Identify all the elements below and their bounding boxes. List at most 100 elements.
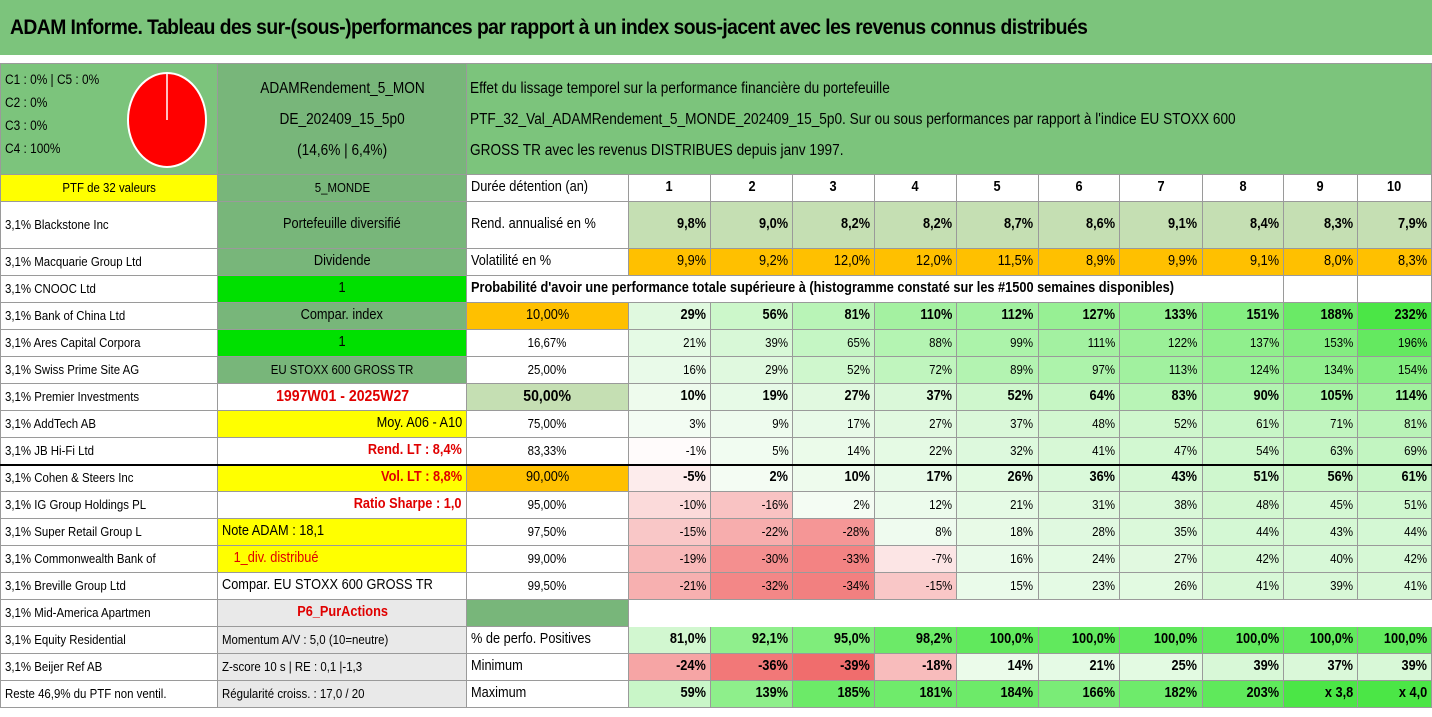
quantile-value: 27% [792,383,875,411]
quantile-value: 232% [1356,302,1432,330]
strategy-type: Dividende [217,248,467,276]
quantile-label: 97,50% [465,518,629,546]
quantile-value-text: 15% [1010,577,1034,593]
holding-row-text: 3,1% IG Group Holdings PL [5,496,147,512]
quantile-value-text: 43% [1171,469,1198,486]
quantile-value-text: 56% [762,307,789,324]
quantile-value-text: 3% [689,415,707,431]
quantile-value: 39% [1283,572,1358,600]
quantile-label: 16,67% [465,329,629,357]
quantile-value: 2% [792,491,875,519]
maximum-value-text: 139% [755,685,789,702]
quantile-label: 83,33% [465,437,629,465]
quantile-label-text: 99,00% [527,550,567,566]
holding-row: 3,1% CNOOC Ltd [0,275,219,303]
portfolio-size: PTF de 32 valeurs [0,174,219,202]
quantile-value: 16% [956,545,1039,573]
quantile-value: -34% [792,572,875,600]
vol-value-text: 12,0% [833,253,870,270]
info-cell: Ratio Sharpe : 1,0 [217,491,467,519]
quantile-value: 69% [1356,437,1432,465]
quantile-value-text: 44% [1256,523,1280,539]
quantile-value: 90% [1201,383,1285,411]
minimum-value: 39% [1201,653,1285,681]
quantile-label-text: 99,50% [527,577,567,593]
quantile-value-text: 64% [1089,388,1116,405]
quantile-value-text: -34% [842,577,870,593]
quantile-value-text: 154% [1397,361,1427,377]
quantile-value: 124% [1201,356,1285,384]
quantile-value-text: -16% [761,496,789,512]
rend-value: 9,1% [1119,201,1203,249]
vol-value: 8,0% [1283,248,1358,276]
info-cell: 1 [217,329,467,357]
quantile-value-text: 90% [1253,388,1280,405]
year-header: 5 [956,174,1039,202]
quantile-value: 12% [873,491,958,519]
quantile-value: 64% [1037,383,1121,411]
vol-value: 12,0% [792,248,875,276]
positive-value-text: 100,0% [1309,631,1353,648]
quantile-value-text: 48% [1092,415,1116,431]
quantile-value-text: 10% [680,388,707,405]
quantile-label-text: 75,00% [527,415,567,431]
quantile-value-text: 61% [1256,415,1280,431]
maximum-value: x 3,8 [1283,680,1358,708]
strategy-type-text: Dividende [313,253,371,270]
rend-value: 9,0% [710,201,794,249]
rend-value-text: 8,7% [1004,216,1034,233]
quantile-value: -15% [627,518,712,546]
year-header: 6 [1037,174,1121,202]
year-header-text: 6 [1075,179,1083,196]
vol-value: 8,3% [1356,248,1432,276]
year-header: 7 [1119,174,1203,202]
quantile-value: 65% [792,329,875,357]
quantile-value-text: 51% [1253,469,1280,486]
minimum-value: 14% [956,653,1039,681]
maximum-value: 181% [873,680,958,708]
indicator-cell: Z-score 10 s | RE : 0,1 |-1,3 [217,653,467,681]
info-cell-text: Rend. LT : 8,4% [367,441,462,458]
portfolio-name: ADAMRendement_5_MON DE_202409_15_5p0 (14,6… [217,63,467,175]
quantile-value-text: 17% [846,415,870,431]
info-cell: EU STOXX 600 GROSS TR [217,356,467,384]
quantile-value: 37% [956,410,1039,438]
quantile-label: 50,00% [465,383,629,411]
quantile-value-text: 22% [929,442,953,458]
quantile-value: 23% [1037,572,1121,600]
quantile-value: 48% [1037,410,1121,438]
maximum-value: 166% [1037,680,1121,708]
quantile-value: 45% [1283,491,1358,519]
holding-row-text: 3,1% Commonwealth Bank of [5,550,156,566]
quantile-value-text: 63% [1330,442,1353,458]
positive-value: 100,0% [1119,626,1203,654]
year-header-text: 2 [748,179,756,196]
info-cell-text: Compar. index [300,307,384,324]
quantile-value-text: 52% [1007,388,1034,405]
quantile-label: 95,00% [465,491,629,519]
quantile-value: 153% [1283,329,1358,357]
rend-value-text: 9,0% [759,216,789,233]
quantile-value: 16% [627,356,712,384]
quantile-value: 114% [1356,383,1432,411]
quantile-value: 127% [1037,302,1121,330]
quantile-value-text: -32% [761,577,789,593]
maximum-value-text: 182% [1164,685,1198,702]
quantile-value-text: 2% [769,469,789,486]
vol-value-text: 12,0% [915,253,953,270]
quantile-value-text: 124% [1249,361,1280,377]
quantile-value-text: 36% [1089,469,1116,486]
allocation-legend: C1 : 0% | C5 : 0% C2 : 0% C3 : 0% C4 : 100% [0,63,219,175]
quantile-value: -10% [627,491,712,519]
quantile-value: 113% [1119,356,1203,384]
quantile-value: 154% [1356,356,1432,384]
quantile-value: 47% [1119,437,1203,465]
quantile-value: 39% [710,329,794,357]
quantile-value-text: 26% [1007,469,1034,486]
portfolio-name-line: (14,6% | 6,4%) [297,141,388,159]
quantile-value: 71% [1283,410,1358,438]
quantile-value: 137% [1201,329,1285,357]
positive-value-text: 98,2% [915,631,953,648]
quantile-value: 111% [1037,329,1121,357]
maximum-value: 139% [710,680,794,708]
